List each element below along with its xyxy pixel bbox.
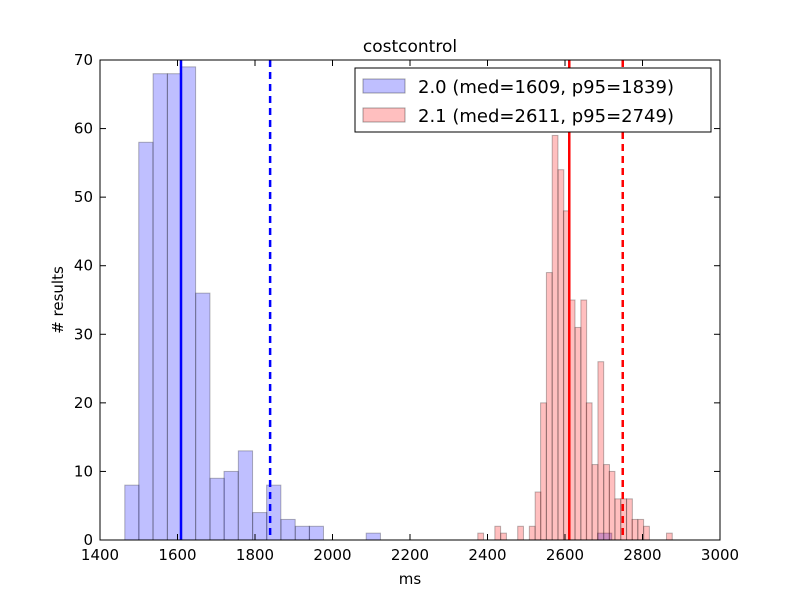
chart-title: costcontrol xyxy=(363,37,457,57)
ticks-layer: 1400 1600 1800 2000 2200 2400 2600 2800 3000 0 10 2… xyxy=(74,51,739,564)
histogram-bar xyxy=(209,477,225,541)
x-tick-label: 2600 xyxy=(546,546,584,564)
legend-label-2.0: 2.0 (med=1609, p95=1839) xyxy=(418,77,674,98)
y-tick-label: 40 xyxy=(74,257,93,275)
histogram-bar xyxy=(603,464,610,541)
histogram-bar xyxy=(597,361,605,541)
y-tick-label: 50 xyxy=(74,188,93,206)
histogram-bar xyxy=(308,525,324,541)
histogram-bar xyxy=(574,326,582,541)
x-tick-label: 1600 xyxy=(158,546,196,564)
histogram-bar xyxy=(152,73,168,541)
x-tick-label: 1800 xyxy=(236,546,274,564)
histogram-bar xyxy=(580,299,588,541)
x-tick-label: 3000 xyxy=(701,546,739,564)
histogram-bar xyxy=(500,532,507,541)
histogram-bar xyxy=(294,525,311,541)
x-tick-label: 2200 xyxy=(391,546,429,564)
y-tick-label: 70 xyxy=(74,51,93,69)
legend-swatch-2.0 xyxy=(362,78,406,94)
histogram-bar xyxy=(591,464,599,541)
legend-box xyxy=(354,67,712,133)
histogram-bar xyxy=(365,532,381,541)
y-tick-label: 10 xyxy=(74,462,93,480)
histogram-bar xyxy=(266,484,282,541)
histogram-bar xyxy=(477,532,485,541)
x-axis-title: ms xyxy=(399,570,422,588)
y-axis-title: # results xyxy=(49,266,67,334)
histogram-bar xyxy=(614,498,622,541)
y-tick-label: 0 xyxy=(83,531,93,549)
bars-layer xyxy=(124,66,673,541)
histogram-bar xyxy=(643,525,650,541)
x-tick-label: 1400 xyxy=(81,546,119,564)
legend-label-2.1: 2.1 (med=2611, p95=2749) xyxy=(418,106,674,127)
histogram-bar xyxy=(237,450,254,541)
histogram-bar xyxy=(540,402,547,541)
x-tick-label: 2400 xyxy=(468,546,506,564)
histogram-bar xyxy=(528,525,536,541)
legend-swatch-2.1 xyxy=(362,107,406,123)
histogram-bar xyxy=(608,470,616,541)
histogram-bar xyxy=(666,532,673,541)
y-tick-label: 60 xyxy=(74,120,93,138)
histogram-bar xyxy=(517,525,524,541)
histogram-bar xyxy=(545,272,553,541)
histogram-bar xyxy=(551,134,559,541)
y-tick-label: 30 xyxy=(74,325,93,343)
histogram-bar xyxy=(631,518,639,541)
legend: 2.0 (med=1609, p95=1839) 2.1 (med=2611, … xyxy=(354,67,712,133)
histogram-bar xyxy=(585,402,593,541)
histogram-bar xyxy=(180,66,197,541)
histogram-bar xyxy=(626,498,633,541)
histogram-bar xyxy=(534,491,542,541)
histogram-bar xyxy=(280,518,296,541)
histogram-bar xyxy=(124,484,140,541)
histogram-bar xyxy=(223,470,239,541)
histogram-bar xyxy=(195,292,211,541)
reference-lines-layer xyxy=(179,60,624,540)
y-tick-label: 20 xyxy=(74,394,93,412)
x-tick-label: 2800 xyxy=(623,546,661,564)
x-tick-label: 2000 xyxy=(313,546,351,564)
histogram-bar xyxy=(494,525,502,541)
histogram-bar xyxy=(557,169,565,541)
histogram-bar xyxy=(166,73,183,541)
histogram-bar xyxy=(138,141,154,541)
